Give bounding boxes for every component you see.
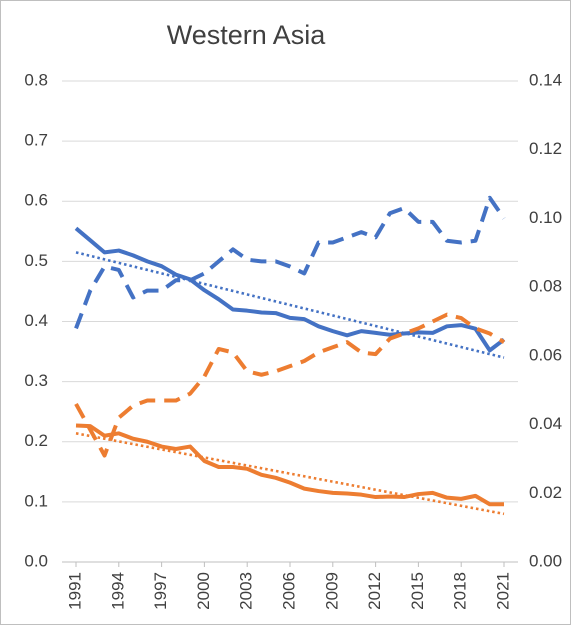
y-tick-label: 0.6	[24, 191, 48, 210]
x-tick-label: 1991	[65, 572, 84, 610]
series-line	[74, 226, 506, 353]
x-tick-label: 2006	[279, 572, 298, 610]
chart-title: Western Asia	[167, 20, 327, 50]
x-tick-label: 2012	[365, 572, 384, 610]
y2-tick-label: 0.12	[529, 139, 562, 158]
y2-tick-label: 0.06	[529, 345, 562, 364]
trend-line	[75, 251, 505, 359]
series-line	[74, 195, 506, 330]
y2-tick-label: 0.10	[529, 208, 562, 227]
x-tick-label: 2000	[194, 572, 213, 610]
y-tick-label: 0.0	[24, 551, 48, 570]
trend-line	[75, 432, 505, 516]
x-tick-label: 2015	[408, 572, 427, 610]
x-tick-label: 2018	[451, 572, 470, 610]
series-line	[74, 312, 506, 458]
series-line	[75, 423, 504, 507]
y2-tick-label: 0.08	[529, 277, 562, 296]
y-tick-label: 0.5	[24, 251, 48, 270]
y2-tick-label: 0.02	[529, 483, 562, 502]
y-tick-label: 0.1	[24, 491, 48, 510]
x-tick-label: 1997	[151, 572, 170, 610]
y2-tick-label: 0.00	[529, 551, 562, 570]
x-tick-label: 1994	[108, 572, 127, 610]
y2-tick-label: 0.04	[529, 414, 562, 433]
x-tick-label: 2021	[493, 572, 512, 610]
x-tick-label: 2009	[322, 572, 341, 610]
y-tick-label: 0.2	[24, 431, 48, 450]
y-tick-label: 0.8	[24, 70, 48, 89]
y-tick-label: 0.3	[24, 371, 48, 390]
x-tick-label: 2003	[237, 572, 256, 610]
y-tick-label: 0.4	[24, 311, 48, 330]
y2-tick-label: 0.14	[529, 70, 562, 89]
y-tick-label: 0.7	[24, 131, 48, 150]
